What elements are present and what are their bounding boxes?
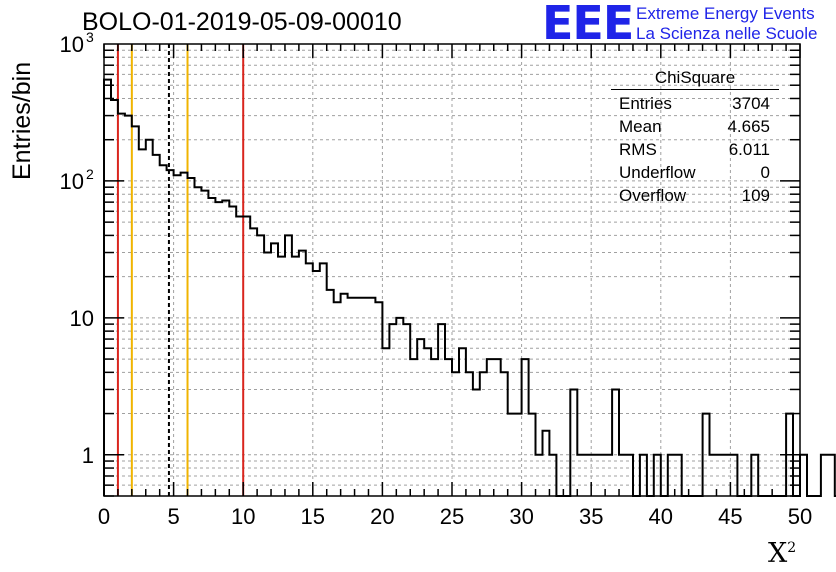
reference-lines [116, 44, 245, 496]
stats-row-rms: RMS 6.011 [611, 138, 779, 161]
x-axis-superscript: 2 [787, 540, 797, 556]
stats-label: RMS [619, 140, 657, 159]
axis-ticks [103, 44, 801, 497]
stats-value: 0 [760, 163, 770, 182]
x-tick-label: 25 [440, 504, 464, 529]
x-tick-label: 20 [370, 504, 394, 529]
x-tick-label: 40 [649, 504, 673, 529]
stats-value: 4.665 [727, 117, 770, 136]
stats-value: 3704 [732, 94, 770, 113]
eee-logo: EEE Extreme Energy Events La Scienza nel… [542, 0, 832, 50]
stats-row-underflow: Underflow 0 [611, 161, 779, 184]
y-tick-label: 10 [70, 306, 94, 331]
logo-line-2: La Scienza nelle Scuole [636, 24, 818, 43]
stats-value: 6.011 [728, 140, 770, 159]
stats-title: ChiSquare [611, 68, 779, 90]
y-tick-label: 10 [60, 169, 84, 194]
stats-label: Mean [619, 117, 662, 136]
x-axis-symbol: X [768, 538, 788, 569]
x-tick-label: 5 [167, 504, 179, 529]
stats-row-entries: Entries 3704 [611, 92, 779, 115]
x-axis-label: X2 [768, 538, 796, 569]
x-tick-label: 35 [579, 504, 603, 529]
stats-box: ChiSquare Entries 3704 Mean 4.665 RMS 6.… [611, 68, 779, 207]
y-tick-exponent: 2 [86, 166, 94, 182]
stats-value: 109 [741, 186, 770, 205]
y-tick-label: 1 [82, 443, 94, 468]
y-axis-label: Entries/bin [8, 61, 36, 180]
y-tick-label: 10 [60, 32, 84, 57]
chart-title: BOLO-01-2019-05-09-00010 [82, 8, 402, 36]
x-tick-label: 10 [231, 504, 255, 529]
x-tick-labels: 0 5 10 15 20 25 30 35 40 45 50 [98, 504, 812, 529]
y-tick-exponent: 3 [86, 29, 94, 45]
logo-mark: EEE [542, 0, 634, 50]
stats-row-overflow: Overflow 109 [611, 184, 779, 207]
logo-line-1: Extreme Energy Events [636, 4, 815, 23]
x-tick-label: 30 [509, 504, 533, 529]
stats-label: Entries [619, 94, 672, 113]
x-tick-label: 50 [788, 504, 812, 529]
stats-row-mean: Mean 4.665 [611, 115, 779, 138]
stats-label: Overflow [619, 186, 687, 205]
x-tick-label: 0 [98, 504, 110, 529]
histogram-series [103, 78, 836, 497]
stats-label: Underflow [619, 163, 696, 182]
x-tick-label: 15 [301, 504, 325, 529]
x-tick-label: 45 [718, 504, 742, 529]
